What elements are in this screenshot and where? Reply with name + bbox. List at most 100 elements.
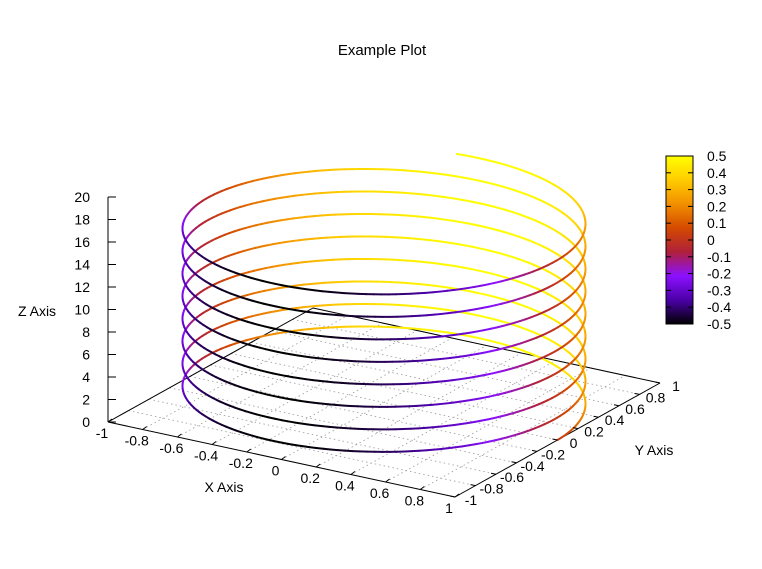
colorbar-tick-label: 0.3 (707, 182, 727, 198)
helix-segment (267, 197, 277, 201)
helix-segment (461, 311, 471, 315)
helix-segment (439, 424, 449, 428)
helix-segment (505, 209, 514, 214)
helix-segment (302, 282, 312, 286)
helix-segment (298, 238, 308, 242)
helix-segment (270, 349, 280, 353)
helix-segment (500, 185, 509, 190)
colorbar-tick-label: 0 (707, 232, 715, 248)
y-tick-label: -0.4 (520, 458, 544, 474)
helix-segment (472, 397, 482, 401)
helix-segment (494, 183, 503, 188)
helix-segment (256, 335, 264, 339)
helix-segment (505, 277, 514, 281)
helix-segment (479, 396, 488, 400)
x-tick-mark (454, 493, 460, 498)
helix-segment (500, 436, 509, 440)
grid-line-x (316, 352, 522, 468)
helix-segment (416, 215, 426, 219)
helix-segment (446, 196, 456, 200)
helix-segment (274, 196, 283, 200)
helix-segment (418, 305, 429, 309)
helix-segment (301, 170, 311, 174)
colorbar-tick-label: -0.5 (707, 316, 731, 332)
helix-segment (402, 191, 413, 195)
helix-segment (478, 247, 488, 251)
helix-segment (499, 207, 508, 212)
helix-segment (421, 359, 431, 362)
helix-segment (313, 214, 323, 218)
helix-segment (319, 236, 329, 240)
y-tick-label: 0.6 (625, 401, 645, 417)
helix-segment (433, 307, 443, 311)
helix-segment (499, 342, 508, 347)
helix-segment (503, 253, 512, 258)
y-tick-label: 0.8 (646, 389, 666, 405)
helix-segment (254, 390, 263, 395)
helix-segment (484, 372, 494, 376)
helix-segment (335, 426, 345, 430)
helix-segment (308, 169, 318, 173)
helix-segment (257, 289, 266, 294)
helix-segment (293, 286, 303, 290)
helix-segment (454, 310, 464, 314)
helix-segment (493, 340, 502, 345)
helix-segment (503, 367, 512, 372)
helix-segment (273, 417, 283, 422)
helix-segment (293, 328, 303, 332)
helix-segment (440, 308, 450, 312)
helix-segment (448, 333, 458, 337)
helix-segment (280, 195, 290, 199)
helix-segment (284, 240, 294, 244)
helix-segment (266, 393, 275, 398)
helix-segment (314, 326, 324, 330)
x-tick-label: 0.6 (370, 485, 390, 501)
y-tick-mark (531, 449, 538, 452)
helix-segment (253, 367, 262, 372)
helix-segment (408, 214, 419, 218)
helix-segment (481, 180, 491, 185)
x-axis-label: X Axis (205, 479, 244, 495)
colorbar-tick-label: -0.3 (707, 282, 731, 298)
helix-segment (450, 264, 460, 268)
helix-segment (474, 441, 484, 446)
helix-segment (318, 379, 328, 383)
helix-segment (403, 169, 414, 172)
helix-segment (473, 419, 483, 423)
helix-segment (258, 267, 267, 271)
helix-segment (274, 282, 283, 287)
helix-segment (427, 336, 437, 339)
helix-segment (442, 356, 452, 360)
grid-line-x (246, 337, 452, 453)
helix-segment (428, 358, 438, 362)
helix-segment (469, 155, 479, 159)
colorbar-tick-label: 0.5 (707, 148, 727, 164)
helix-segment (400, 236, 410, 240)
helix-segment (301, 305, 311, 309)
z-tick-label: 2 (82, 392, 90, 408)
helix-segment (424, 426, 434, 429)
z-tick-label: 20 (74, 189, 90, 205)
z-tick-label: 8 (82, 324, 90, 340)
helix-segment (405, 281, 415, 285)
helix-segment (453, 197, 463, 201)
helix-segment (469, 290, 479, 294)
helix-segment (452, 219, 462, 224)
helix-segment (479, 225, 489, 229)
helix-segment (300, 287, 310, 291)
helix-segment (430, 216, 441, 220)
helix-segment (325, 380, 336, 384)
y-tick-label: -0.6 (500, 469, 524, 485)
helix-segment (498, 391, 507, 396)
helix-segment (462, 289, 472, 293)
helix-segment (492, 228, 501, 232)
y-tick-mark (593, 415, 599, 418)
helix-segment (431, 425, 442, 429)
x-tick-mark (142, 426, 147, 430)
helix-segment (425, 313, 436, 317)
helix-segment (495, 296, 504, 301)
helix-segment (308, 311, 318, 315)
helix-segment (467, 200, 477, 204)
helix-segment (406, 259, 416, 263)
helix-segment (255, 278, 264, 282)
